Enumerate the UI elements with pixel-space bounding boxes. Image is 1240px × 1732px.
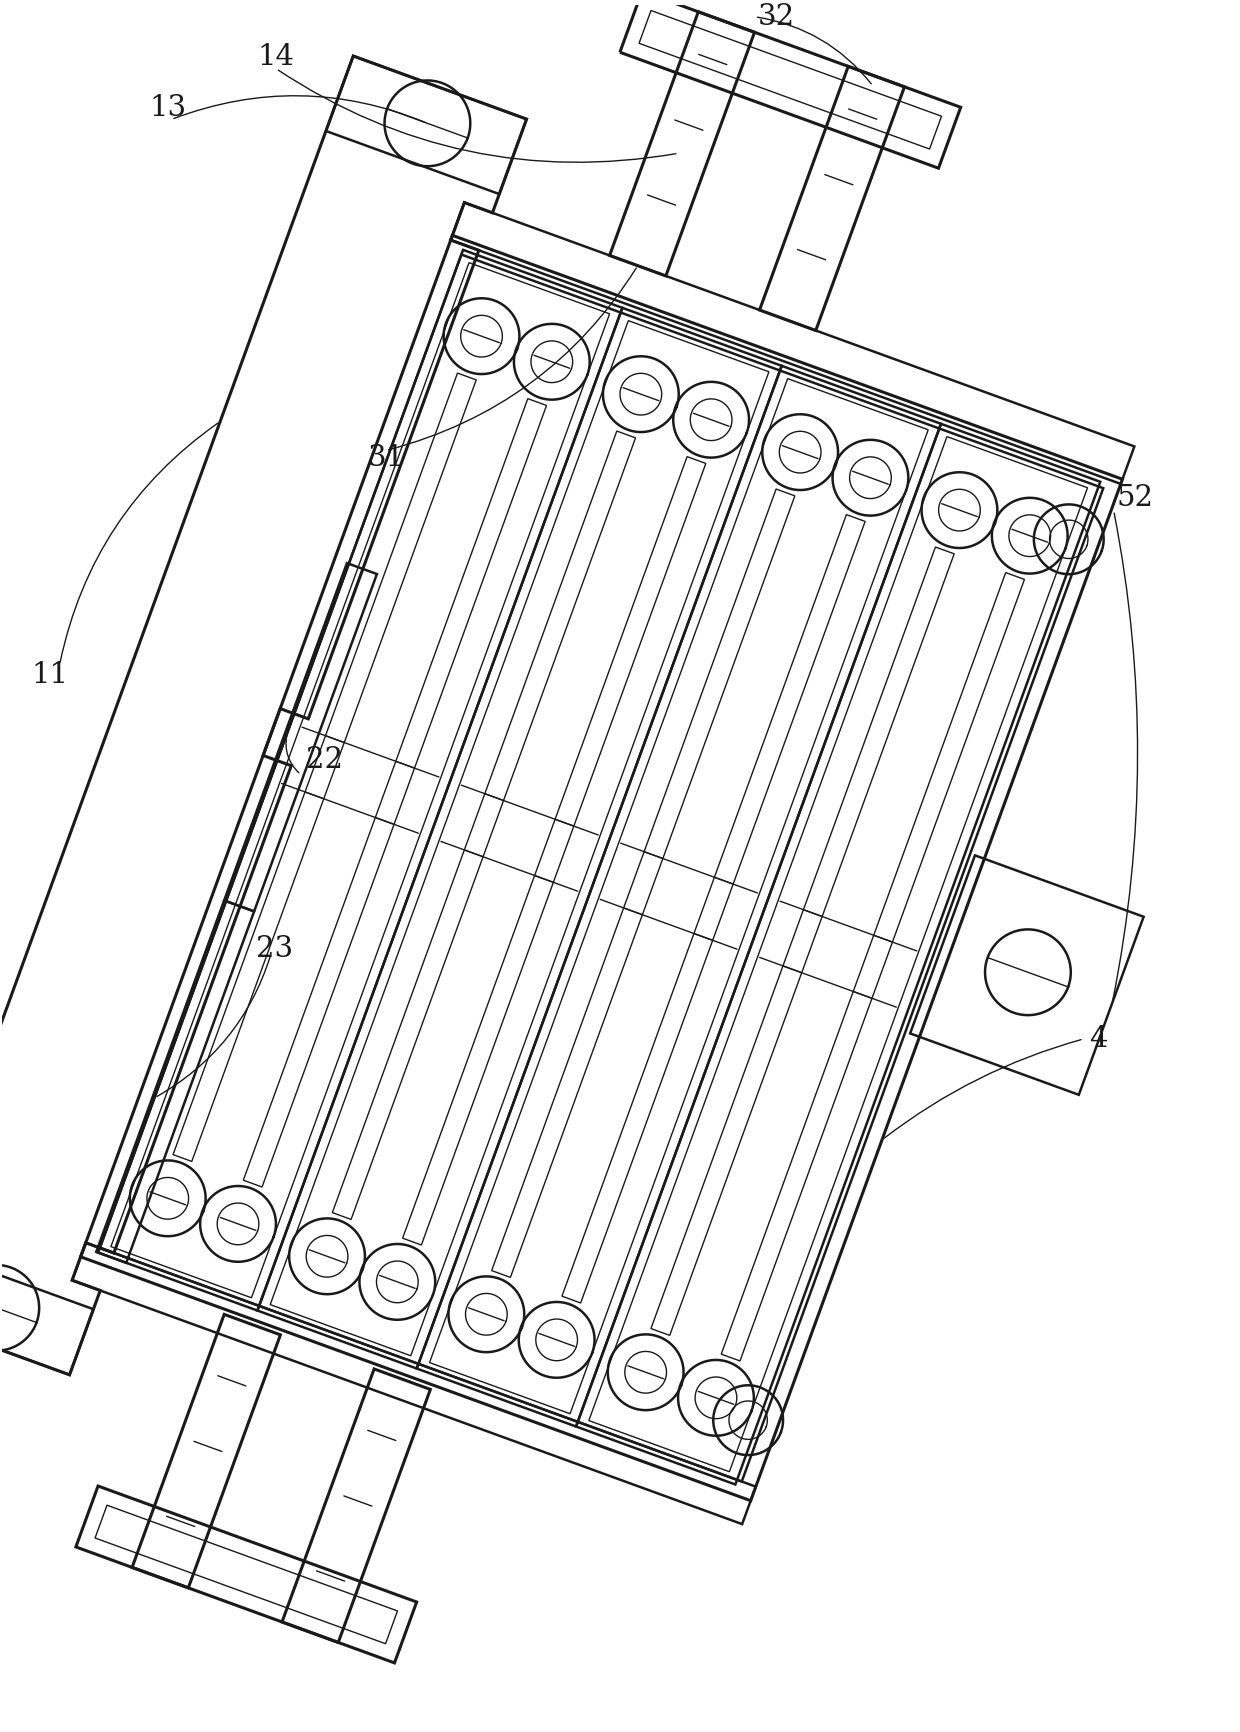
Text: 14: 14 <box>257 43 294 71</box>
Text: 31: 31 <box>368 443 404 471</box>
Text: 13: 13 <box>149 95 186 123</box>
Text: 22: 22 <box>306 746 343 774</box>
Text: 11: 11 <box>32 662 68 689</box>
Text: 23: 23 <box>255 935 293 963</box>
Text: 4: 4 <box>1089 1025 1107 1053</box>
Text: 32: 32 <box>758 3 795 31</box>
Text: 52: 52 <box>1117 485 1153 513</box>
